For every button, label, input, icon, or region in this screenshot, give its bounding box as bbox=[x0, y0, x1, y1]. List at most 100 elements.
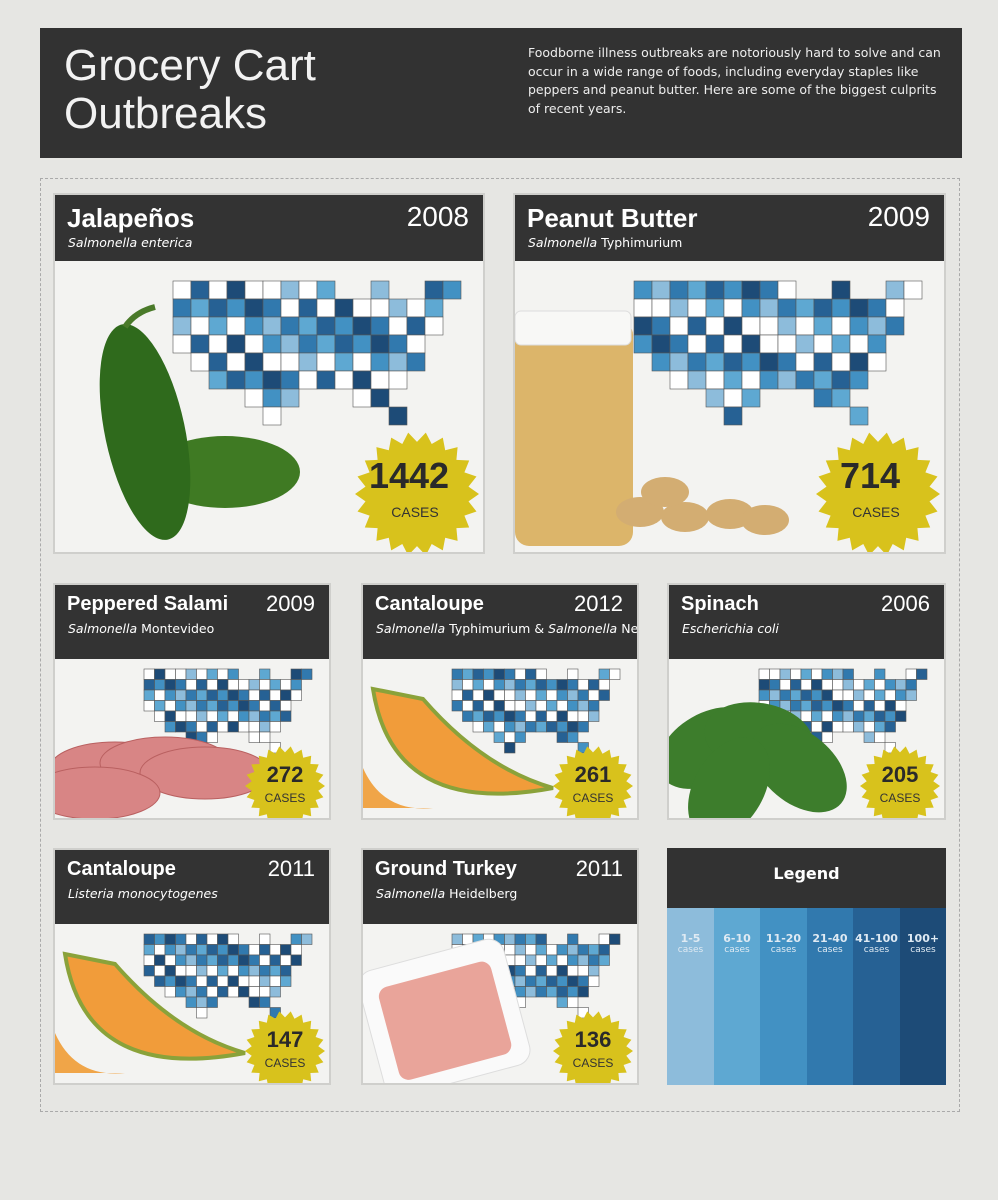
map-state bbox=[567, 679, 579, 691]
map-state bbox=[669, 334, 689, 354]
map-state bbox=[723, 334, 743, 354]
map-state bbox=[280, 965, 292, 977]
map-state bbox=[164, 965, 176, 977]
map-state bbox=[143, 668, 155, 680]
illustration bbox=[378, 961, 512, 1080]
year: 2009 bbox=[266, 591, 315, 616]
map-state bbox=[853, 689, 865, 701]
map-state bbox=[334, 298, 354, 318]
map-state bbox=[567, 944, 579, 956]
map-state bbox=[248, 996, 260, 1008]
map-state bbox=[196, 954, 208, 966]
map-state bbox=[217, 700, 229, 712]
map-state bbox=[567, 689, 579, 701]
map-state bbox=[483, 700, 495, 712]
map-state bbox=[493, 689, 505, 701]
map-state bbox=[633, 298, 653, 318]
frame bbox=[40, 178, 960, 1112]
header: Grocery Cart Outbreaks Foodborne illness… bbox=[40, 28, 962, 158]
map-state bbox=[741, 280, 761, 300]
map-state bbox=[462, 668, 474, 680]
map-state bbox=[842, 679, 854, 691]
map-state bbox=[795, 334, 815, 354]
map-state bbox=[687, 280, 707, 300]
map-state bbox=[556, 700, 568, 712]
map-state bbox=[514, 689, 526, 701]
map-state bbox=[588, 700, 600, 712]
map-state bbox=[424, 316, 444, 336]
map-state bbox=[442, 280, 462, 300]
map-state bbox=[269, 975, 281, 987]
map-state bbox=[567, 986, 579, 998]
map-state bbox=[334, 334, 354, 354]
map-state bbox=[472, 668, 484, 680]
map-state bbox=[884, 689, 896, 701]
map-state bbox=[238, 710, 250, 722]
map-state bbox=[795, 298, 815, 318]
map-state bbox=[811, 700, 823, 712]
map-state bbox=[185, 954, 197, 966]
food-name: Peppered Salami bbox=[67, 593, 229, 615]
illustration bbox=[122, 304, 156, 329]
map-state bbox=[226, 316, 246, 336]
map-state bbox=[535, 668, 547, 680]
map-state bbox=[238, 965, 250, 977]
map-state bbox=[821, 721, 833, 733]
map-state bbox=[769, 679, 781, 691]
map-state bbox=[556, 975, 568, 987]
map-state bbox=[280, 944, 292, 956]
map-state bbox=[777, 280, 797, 300]
card-art: 261 CASES bbox=[363, 668, 633, 818]
map-state bbox=[903, 280, 923, 300]
map-state bbox=[769, 689, 781, 701]
legend-bin: 6-10 cases bbox=[713, 908, 761, 1085]
map-state bbox=[790, 668, 802, 680]
map-state bbox=[164, 700, 176, 712]
map-state bbox=[705, 298, 725, 318]
map-state bbox=[472, 700, 484, 712]
pathogen-part: Escherichia coli bbox=[682, 621, 779, 636]
legend-bin: 21-40 cases bbox=[806, 908, 854, 1085]
map-state bbox=[352, 316, 372, 336]
pathogen-part: Heidelberg bbox=[449, 886, 518, 901]
map-state bbox=[849, 370, 869, 390]
pathogen-part: Typhimurium bbox=[601, 235, 683, 250]
outbreak-card: 136 CASES Ground Turkey 2011 Salmonella Heide… bbox=[361, 848, 639, 1085]
map-state bbox=[172, 298, 192, 318]
map-state bbox=[525, 700, 537, 712]
map-state bbox=[269, 986, 281, 998]
map-state bbox=[248, 731, 260, 743]
map-state bbox=[669, 352, 689, 372]
map-state bbox=[217, 944, 229, 956]
map-state bbox=[143, 944, 155, 956]
illustration bbox=[515, 321, 633, 546]
map-state bbox=[556, 954, 568, 966]
map-state bbox=[269, 954, 281, 966]
map-state bbox=[206, 933, 218, 945]
card-header: Peppered Salami 2009 Salmonella Montevideo bbox=[55, 585, 329, 659]
map-state bbox=[895, 710, 907, 722]
map-state bbox=[196, 975, 208, 987]
map-state bbox=[567, 965, 579, 977]
legend-unit: cases bbox=[724, 945, 750, 955]
year: 2006 bbox=[881, 591, 930, 616]
map-state bbox=[208, 352, 228, 372]
map-state bbox=[514, 710, 526, 722]
map-state bbox=[758, 679, 770, 691]
map-state bbox=[556, 731, 568, 743]
pathogen-part: Salmonella bbox=[376, 621, 446, 636]
map-state bbox=[905, 679, 917, 691]
map-state bbox=[535, 689, 547, 701]
map-state bbox=[588, 710, 600, 722]
map-state bbox=[259, 668, 271, 680]
illustration bbox=[641, 477, 689, 507]
map-state bbox=[831, 280, 851, 300]
map-state bbox=[290, 954, 302, 966]
map-state bbox=[248, 679, 260, 691]
map-state bbox=[154, 710, 166, 722]
map-state bbox=[741, 334, 761, 354]
map-state bbox=[567, 954, 579, 966]
map-state bbox=[777, 334, 797, 354]
map-state bbox=[800, 689, 812, 701]
